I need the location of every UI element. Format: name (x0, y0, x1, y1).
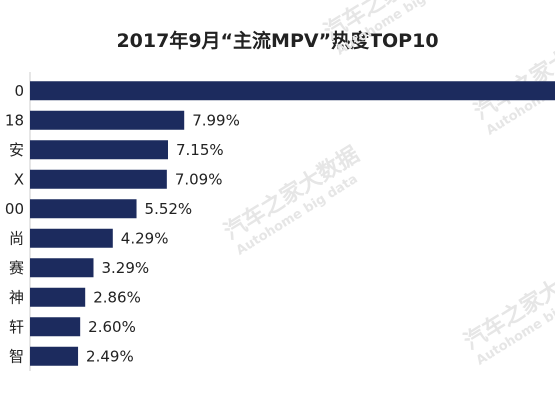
chart-title: 2017年9月“主流MPV”热度TOP10 (116, 30, 439, 52)
category-label: X (14, 170, 24, 188)
category-label: 赛 (9, 259, 24, 277)
category-label: 0 (14, 82, 24, 100)
category-label: 00 (5, 200, 24, 218)
data-label: 7.09% (175, 170, 223, 188)
category-label: 18 (5, 111, 24, 129)
bar (30, 258, 94, 278)
bar (30, 287, 86, 307)
bar (30, 228, 113, 248)
bars: 0 18 7.99% 安 7.15% X 7.09% 00 5.52% 尚 4.29% 赛 3.29% 神… (5, 81, 555, 366)
category-label: 智 (9, 347, 24, 365)
data-label: 2.49% (86, 347, 134, 365)
data-label: 3.29% (101, 259, 149, 277)
bar (30, 169, 167, 189)
bar (30, 346, 79, 366)
data-label: 7.15% (176, 141, 224, 159)
bar (30, 110, 185, 130)
bar (30, 199, 137, 219)
category-label: 神 (9, 288, 24, 306)
bar (30, 81, 555, 101)
category-label: 轩 (9, 318, 24, 336)
bar (30, 317, 81, 337)
bar (30, 140, 168, 160)
data-label: 7.99% (192, 111, 240, 129)
category-label: 安 (9, 141, 24, 159)
category-label: 尚 (9, 229, 24, 247)
data-label: 2.86% (93, 288, 141, 306)
data-label: 5.52% (145, 200, 193, 218)
data-label: 2.60% (88, 318, 136, 336)
data-label: 4.29% (121, 229, 169, 247)
